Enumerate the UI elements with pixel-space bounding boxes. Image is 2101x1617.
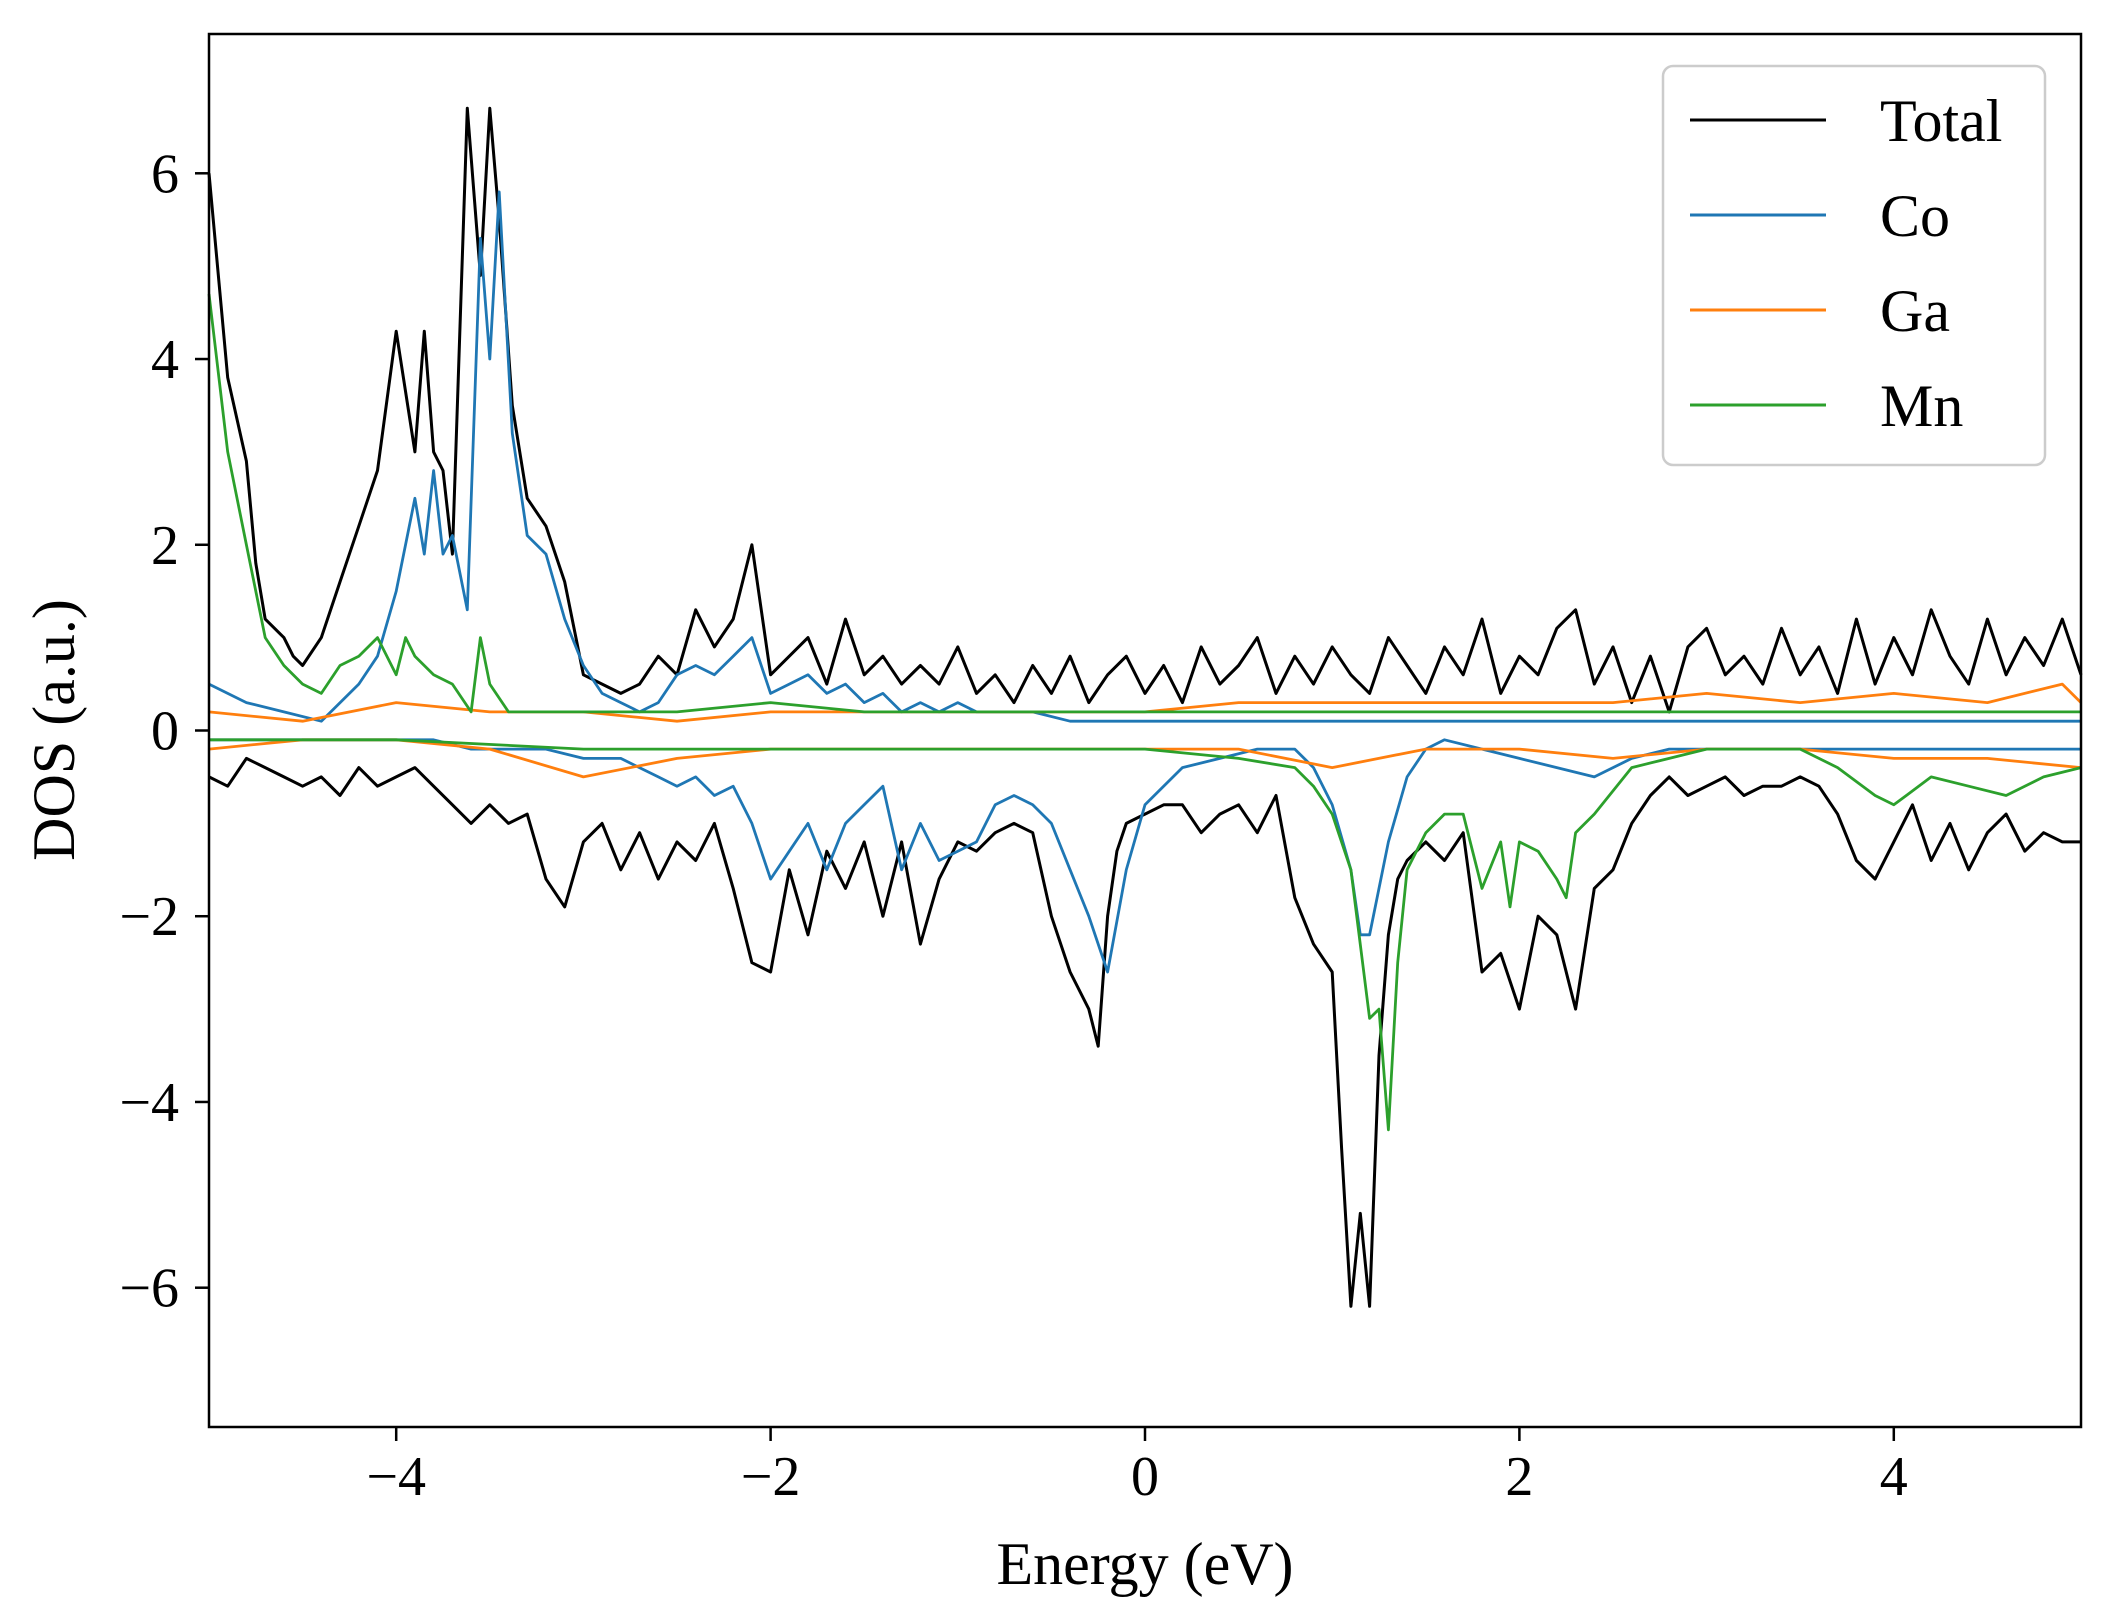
y-axis: −6 −4 −2 0 2 4 6 bbox=[119, 143, 209, 1320]
series-layer bbox=[207, 106, 2083, 1308]
x-tick-label: −2 bbox=[741, 1446, 801, 1508]
x-axis: −4 −2 0 2 4 bbox=[366, 1427, 1908, 1508]
legend-label-mn: Mn bbox=[1880, 373, 1963, 439]
series-line-co-spin-down bbox=[209, 738, 2081, 974]
legend-items: Total Co Ga Mn bbox=[1690, 88, 2002, 439]
x-tick-label: −4 bbox=[366, 1446, 426, 1508]
series-line-total-spin-up bbox=[207, 106, 2083, 714]
y-tick-label: 4 bbox=[151, 329, 179, 391]
series-line-co-spin-up bbox=[208, 190, 2081, 723]
legend-label-total: Total bbox=[1880, 88, 2002, 154]
y-tick-label: 2 bbox=[151, 515, 179, 577]
x-tick-label: 0 bbox=[1131, 1446, 1159, 1508]
y-tick-label: −4 bbox=[119, 1072, 179, 1134]
series-line-mn-spin-down bbox=[209, 738, 2082, 1132]
x-axis-label: Energy (eV) bbox=[996, 1531, 1293, 1597]
x-tick-label: 2 bbox=[1505, 1446, 1533, 1508]
series-line-total-spin-down bbox=[208, 756, 2081, 1308]
y-tick-label: 6 bbox=[151, 143, 179, 205]
series-line-mn-spin-up bbox=[207, 293, 2081, 714]
x-tick-label: 4 bbox=[1880, 1446, 1908, 1508]
y-axis-label: DOS (a.u.) bbox=[21, 599, 87, 861]
legend: Total Co Ga Mn bbox=[1661, 64, 2047, 467]
y-tick-label: −2 bbox=[119, 886, 179, 948]
y-tick-label: 0 bbox=[151, 701, 179, 763]
legend-label-ga: Ga bbox=[1880, 278, 1950, 344]
y-tick-label: −6 bbox=[119, 1258, 179, 1320]
legend-label-co: Co bbox=[1880, 183, 1950, 249]
legend-box bbox=[1661, 64, 2047, 467]
